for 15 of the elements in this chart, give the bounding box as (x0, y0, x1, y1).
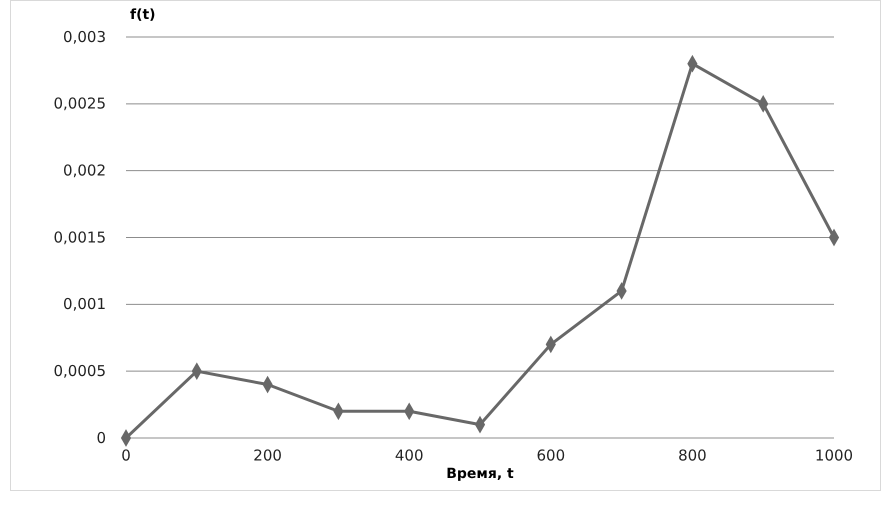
y-tick-label: 0,0015 (54, 228, 106, 246)
x-tick-label: 1000 (814, 446, 854, 465)
x-tick-label: 600 (536, 446, 566, 465)
x-tick-label: 400 (394, 446, 424, 465)
x-tick-label: 800 (678, 446, 707, 465)
y-tick-label: 0,0005 (54, 362, 106, 380)
y-tick-label: 0,001 (63, 295, 106, 314)
y-tick-label: 0 (96, 428, 106, 447)
y-tick-label: 0,002 (63, 161, 106, 180)
y-tick-label: 0,003 (63, 28, 106, 46)
x-axis-title: Время, t (446, 466, 514, 482)
y-axis-title: f(t) (130, 7, 156, 23)
x-tick-label: 200 (253, 446, 282, 465)
x-tick-label: 0 (121, 446, 131, 465)
y-tick-label: 0,0025 (54, 94, 106, 113)
